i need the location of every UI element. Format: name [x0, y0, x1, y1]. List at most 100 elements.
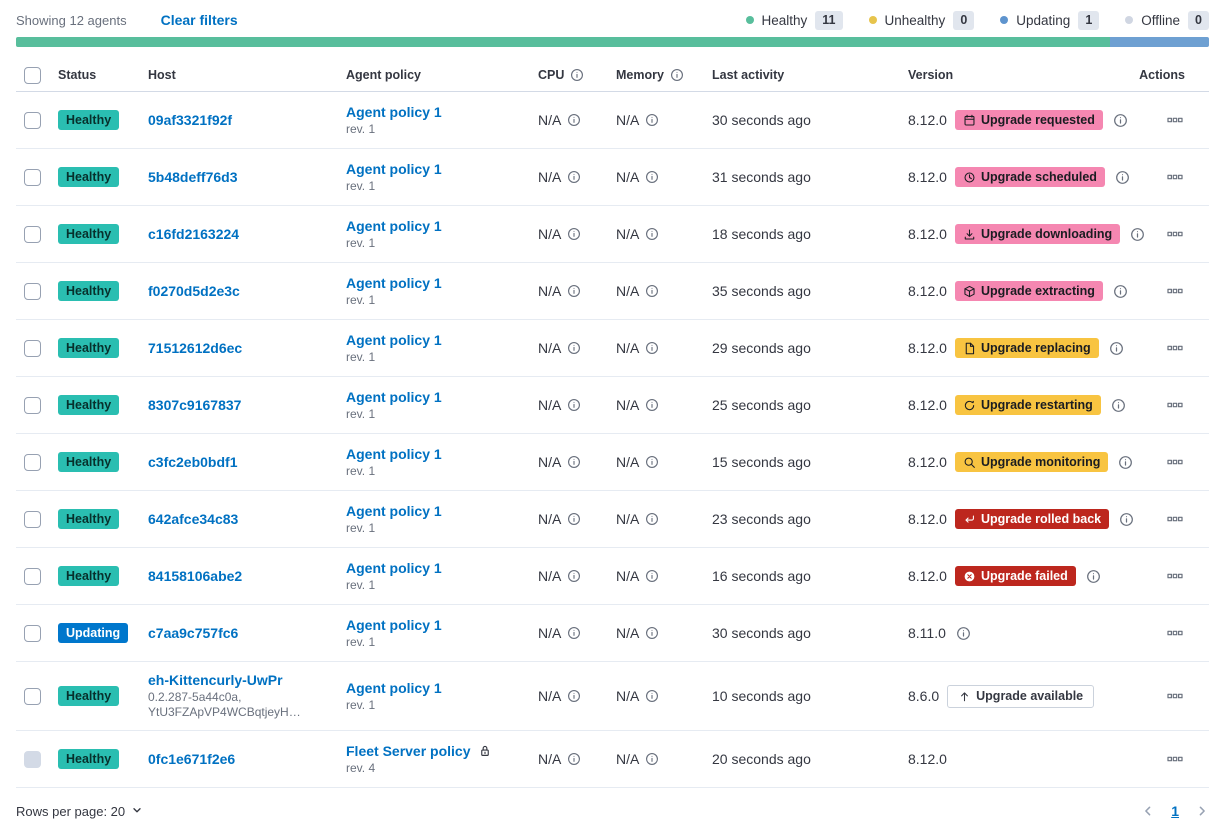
agent-policy-link[interactable]: Fleet Server policy — [346, 742, 471, 759]
cpu-info-icon[interactable] — [567, 284, 581, 298]
cpu-info-icon[interactable] — [567, 626, 581, 640]
memory-info-icon[interactable] — [645, 284, 659, 298]
policy-revision: rev. 1 — [346, 463, 376, 478]
memory-info-icon[interactable] — [645, 569, 659, 583]
upgrade-info-icon[interactable] — [1109, 341, 1124, 356]
clear-filters-link[interactable]: Clear filters — [160, 12, 238, 28]
legend-item-updating[interactable]: Updating 1 — [1000, 10, 1100, 30]
host-link[interactable]: c3fc2eb0bdf1 — [148, 454, 238, 470]
row-actions-button[interactable] — [1165, 395, 1185, 415]
last-activity: 25 seconds ago — [712, 397, 811, 413]
legend-item-healthy[interactable]: Healthy 11 — [745, 10, 843, 30]
row-actions-button[interactable] — [1165, 167, 1185, 187]
host-link[interactable]: 0fc1e671f2e6 — [148, 751, 236, 767]
rows-per-page-button[interactable]: Rows per page: 20 — [16, 804, 143, 819]
upgrade-info-icon[interactable] — [956, 626, 971, 641]
host-link[interactable]: c7aa9c757fc6 — [148, 625, 239, 641]
host-link[interactable]: 8307c9167837 — [148, 397, 242, 413]
row-actions-button[interactable] — [1165, 110, 1185, 130]
row-checkbox[interactable] — [24, 567, 41, 585]
cpu-info-icon[interactable] — [567, 398, 581, 412]
agent-policy-link[interactable]: Agent policy 1 — [346, 502, 442, 519]
agent-policy-link[interactable]: Agent policy 1 — [346, 331, 442, 348]
upgrade-info-icon[interactable] — [1115, 170, 1130, 185]
status-badge: Healthy — [58, 749, 120, 769]
agent-policy-link[interactable]: Agent policy 1 — [346, 616, 442, 633]
memory-info-icon[interactable] — [645, 398, 659, 412]
host-link[interactable]: 5b48deff76d3 — [148, 169, 238, 185]
host-link[interactable]: 09af3321f92f — [148, 112, 233, 128]
info-icon[interactable] — [670, 68, 684, 82]
upgrade-info-icon[interactable] — [1111, 398, 1126, 413]
next-page-button[interactable] — [1195, 804, 1209, 818]
cpu-info-icon[interactable] — [567, 341, 581, 355]
cpu-info-icon[interactable] — [567, 752, 581, 766]
host-link[interactable]: 642afce34c83 — [148, 511, 239, 527]
legend-item-unhealthy[interactable]: Unhealthy 0 — [868, 10, 975, 30]
row-actions-button[interactable] — [1165, 749, 1185, 769]
agent-policy-link[interactable]: Agent policy 1 — [346, 559, 442, 576]
legend-item-offline[interactable]: Offline 0 — [1125, 10, 1209, 30]
row-checkbox[interactable] — [24, 282, 41, 300]
row-actions-button[interactable] — [1165, 338, 1185, 358]
row-actions-button[interactable] — [1165, 566, 1185, 586]
row-checkbox[interactable] — [24, 168, 41, 186]
memory-info-icon[interactable] — [645, 170, 659, 184]
memory-info-icon[interactable] — [645, 455, 659, 469]
row-checkbox[interactable] — [24, 396, 41, 414]
column-label: Host — [148, 68, 176, 82]
cpu-info-icon[interactable] — [567, 569, 581, 583]
agent-policy-link[interactable]: Agent policy 1 — [346, 445, 442, 462]
host-link[interactable]: 71512612d6ec — [148, 340, 243, 356]
cpu-info-icon[interactable] — [567, 455, 581, 469]
info-icon[interactable] — [570, 68, 584, 82]
memory-info-icon[interactable] — [645, 689, 659, 703]
agent-policy-link[interactable]: Agent policy 1 — [346, 388, 442, 405]
cpu-info-icon[interactable] — [567, 689, 581, 703]
row-actions-button[interactable] — [1165, 623, 1185, 643]
agent-policy-link[interactable]: Agent policy 1 — [346, 274, 442, 291]
cpu-info-icon[interactable] — [567, 512, 581, 526]
memory-info-icon[interactable] — [645, 752, 659, 766]
upgrade-info-icon[interactable] — [1119, 512, 1134, 527]
row-checkbox[interactable] — [24, 339, 41, 357]
memory-info-icon[interactable] — [645, 113, 659, 127]
memory-info-icon[interactable] — [645, 512, 659, 526]
row-checkbox[interactable] — [24, 111, 41, 129]
host-link[interactable]: f0270d5d2e3c — [148, 283, 240, 299]
page-1-button[interactable]: 1 — [1171, 803, 1179, 819]
row-checkbox[interactable] — [24, 624, 41, 642]
upgrade-info-icon[interactable] — [1086, 569, 1101, 584]
memory-info-icon[interactable] — [645, 227, 659, 241]
previous-page-button[interactable] — [1141, 804, 1155, 818]
cpu-info-icon[interactable] — [567, 170, 581, 184]
host-link[interactable]: c16fd2163224 — [148, 226, 240, 242]
last-activity: 31 seconds ago — [712, 169, 811, 185]
policy-revision: rev. 1 — [346, 520, 376, 535]
upgrade-info-icon[interactable] — [1113, 113, 1128, 128]
cpu-info-icon[interactable] — [567, 227, 581, 241]
memory-info-icon[interactable] — [645, 626, 659, 640]
row-actions-button[interactable] — [1165, 224, 1185, 244]
select-all-checkbox[interactable] — [24, 66, 41, 84]
row-actions-button[interactable] — [1165, 509, 1185, 529]
status-legend: Healthy 11 Unhealthy 0 Updating 1 Offline 0 — [745, 10, 1209, 30]
memory-info-icon[interactable] — [645, 341, 659, 355]
agent-policy-link[interactable]: Agent policy 1 — [346, 103, 442, 120]
host-link[interactable]: 84158106abe2 — [148, 568, 243, 584]
agent-policy-link[interactable]: Agent policy 1 — [346, 217, 442, 234]
row-checkbox[interactable] — [24, 687, 41, 705]
row-actions-button[interactable] — [1165, 281, 1185, 301]
host-link[interactable]: eh-Kittencurly-UwPr — [148, 672, 283, 688]
row-checkbox[interactable] — [24, 225, 41, 243]
row-checkbox[interactable] — [24, 510, 41, 528]
upgrade-info-icon[interactable] — [1130, 227, 1145, 242]
row-checkbox[interactable] — [24, 453, 41, 471]
agent-policy-link[interactable]: Agent policy 1 — [346, 160, 442, 177]
agent-policy-link[interactable]: Agent policy 1 — [346, 679, 442, 696]
upgrade-info-icon[interactable] — [1113, 284, 1128, 299]
row-actions-button[interactable] — [1165, 452, 1185, 472]
cpu-info-icon[interactable] — [567, 113, 581, 127]
row-actions-button[interactable] — [1165, 686, 1185, 706]
upgrade-info-icon[interactable] — [1118, 455, 1133, 470]
